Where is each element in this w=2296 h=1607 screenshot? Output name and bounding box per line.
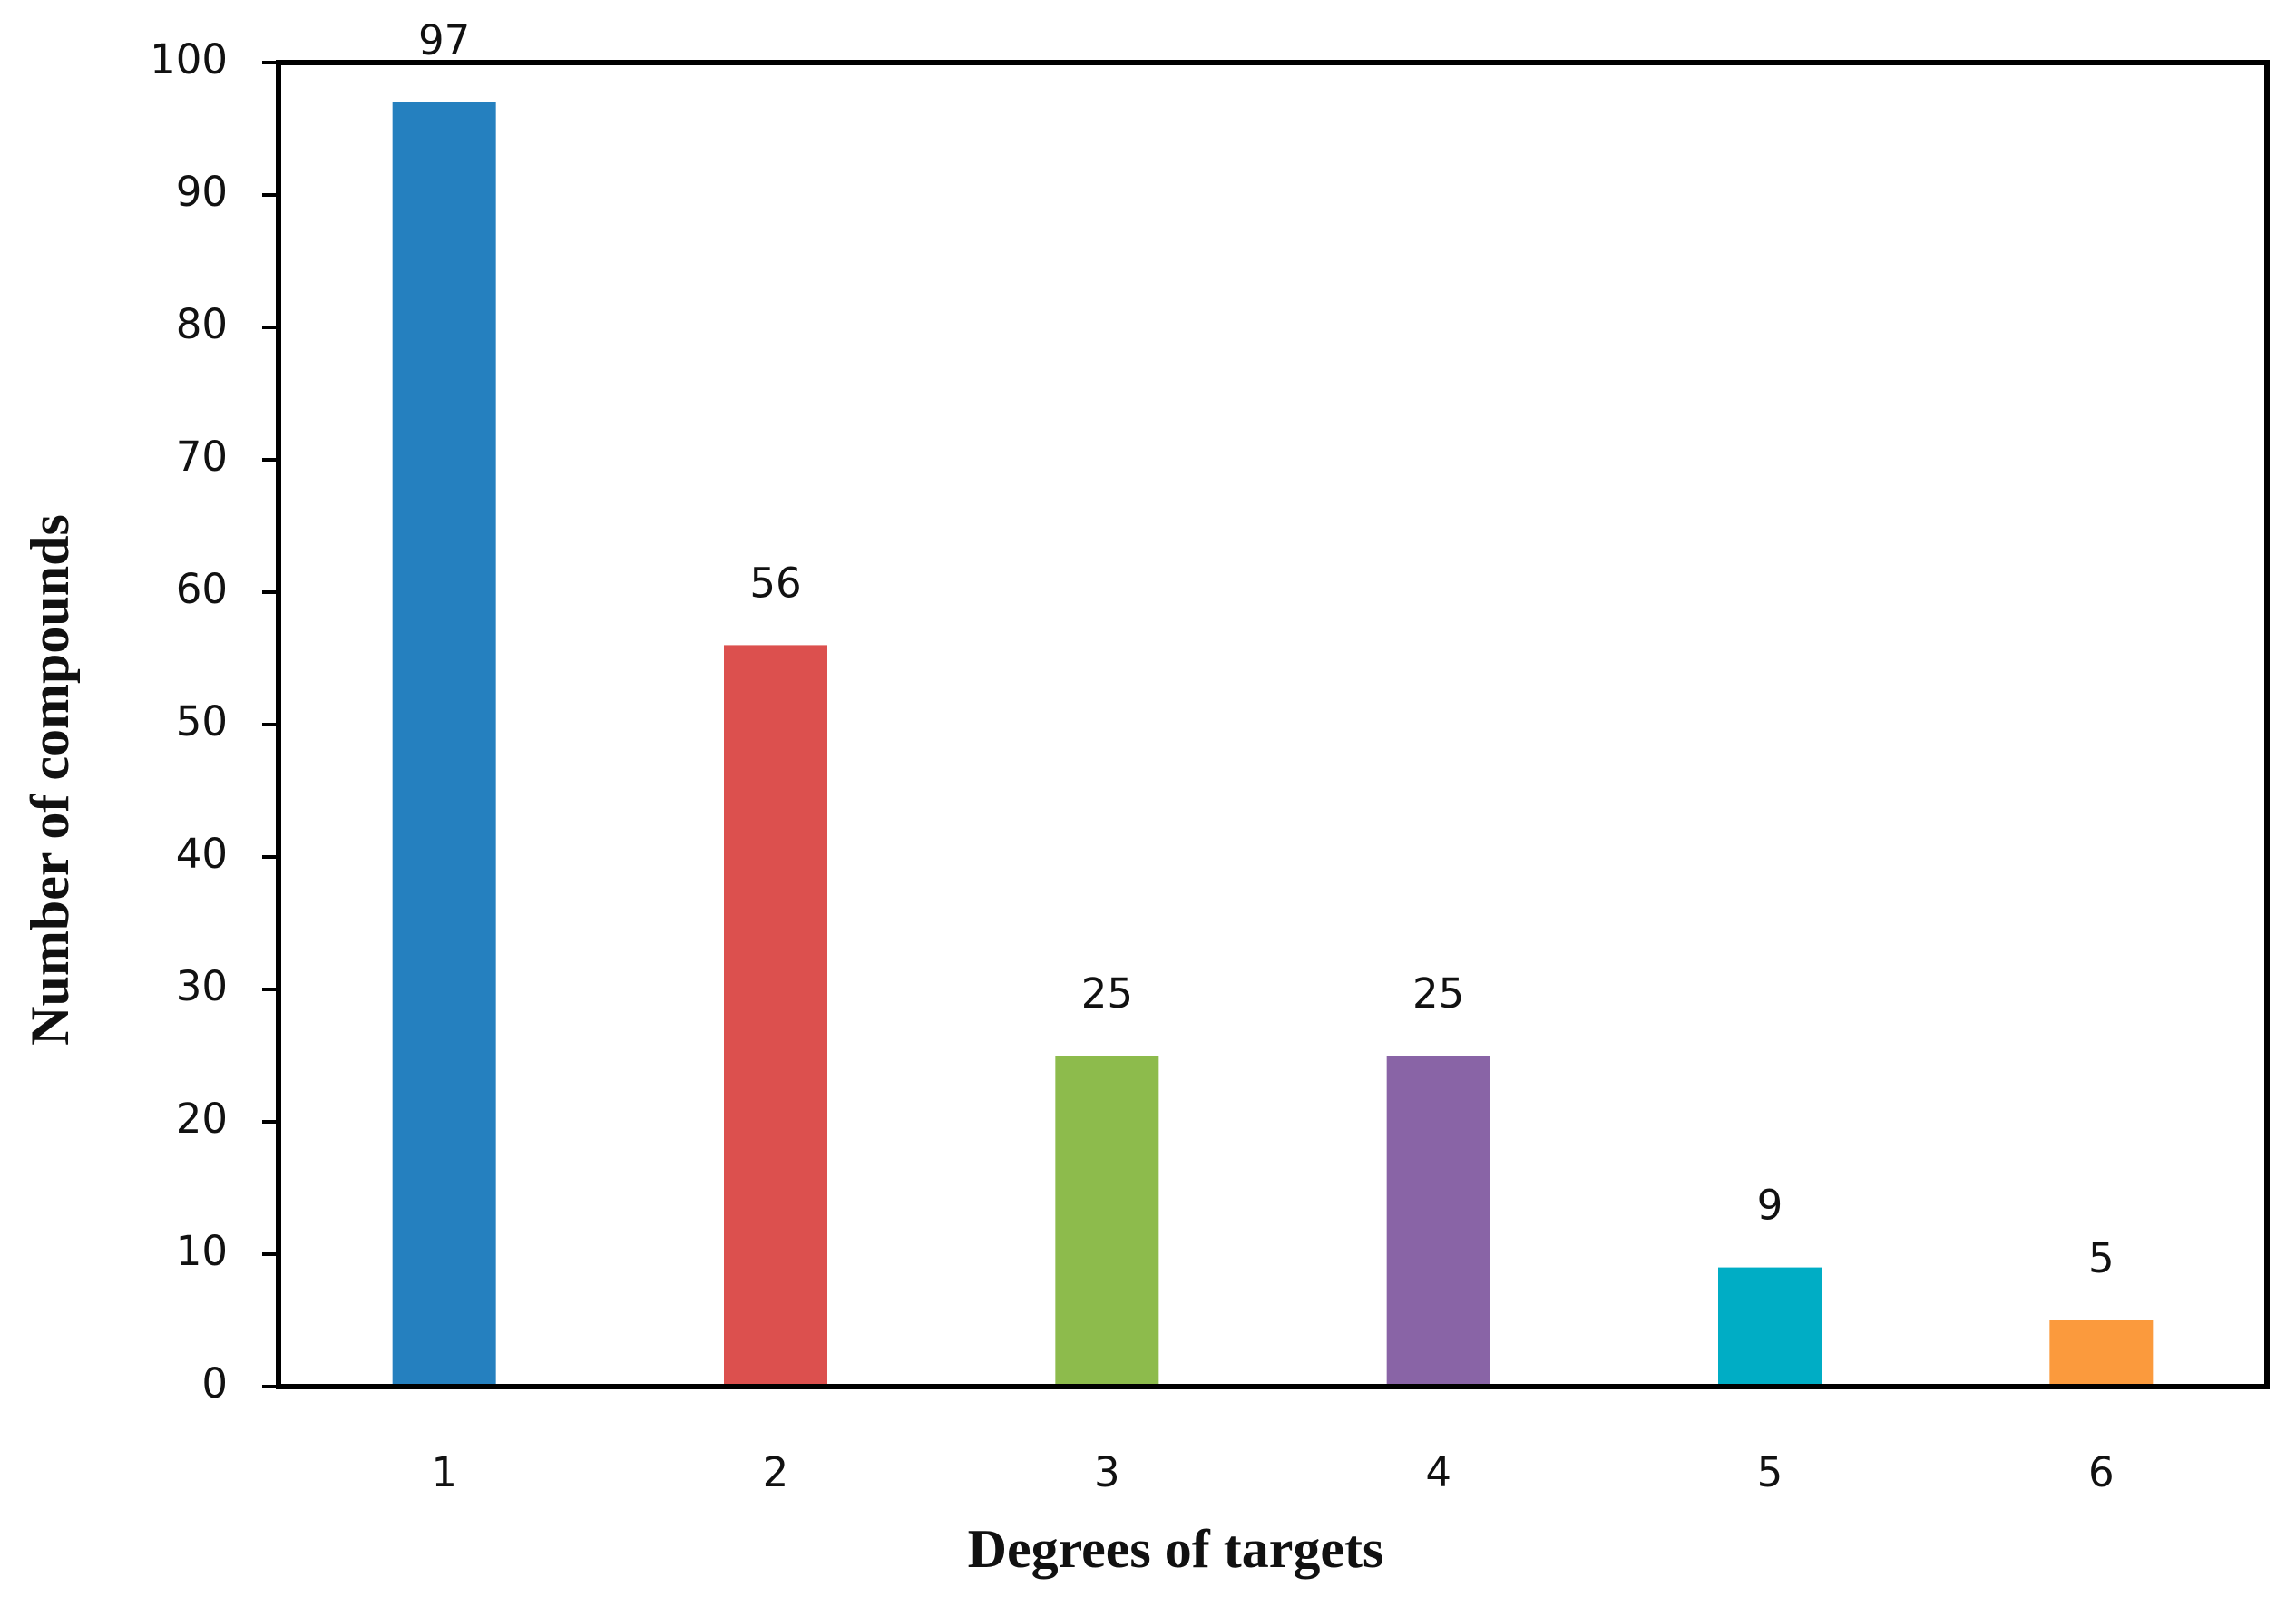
- y-tick-label: 100: [150, 35, 228, 83]
- y-tick-label: 30: [176, 962, 228, 1010]
- y-tick-label: 10: [176, 1227, 228, 1275]
- x-tick-label: 4: [1425, 1448, 1451, 1496]
- y-tick-label: 90: [176, 168, 228, 216]
- data-label: 56: [749, 559, 801, 607]
- data-label: 5: [2088, 1234, 2115, 1282]
- y-tick-label: 60: [176, 565, 228, 613]
- y-tick-label: 50: [176, 697, 228, 745]
- bar: [1055, 1056, 1159, 1387]
- y-tick-label: 80: [176, 300, 228, 348]
- bar: [1718, 1267, 1822, 1387]
- y-tick-label: 20: [176, 1095, 228, 1143]
- x-axis-title: Degrees of targets: [968, 1519, 1384, 1579]
- x-tick-label: 2: [763, 1448, 789, 1496]
- x-tick-label: 1: [431, 1448, 457, 1496]
- bar: [392, 102, 496, 1387]
- data-label: 25: [1412, 969, 1464, 1018]
- plot-frame: [276, 60, 2270, 1389]
- data-label: 97: [418, 16, 470, 64]
- plot-area: 0 10 20 30 40 50 60 70 80 90 100 1 97 2 56 3 25 4 25 5 9 6 5: [150, 16, 2154, 1496]
- data-label: 9: [1757, 1182, 1783, 1230]
- bar: [1386, 1056, 1490, 1387]
- x-tick-label: 3: [1094, 1448, 1120, 1496]
- y-tick-label: 40: [176, 830, 228, 878]
- y-tick-label: 0: [201, 1359, 228, 1407]
- x-tick-label: 5: [1757, 1448, 1783, 1496]
- y-axis-title: Number of compounds: [20, 514, 80, 1046]
- bar: [724, 645, 827, 1387]
- bar: [2049, 1320, 2154, 1387]
- x-tick-label: 6: [2088, 1448, 2115, 1496]
- data-label: 25: [1081, 969, 1133, 1018]
- y-tick-label: 70: [176, 433, 228, 481]
